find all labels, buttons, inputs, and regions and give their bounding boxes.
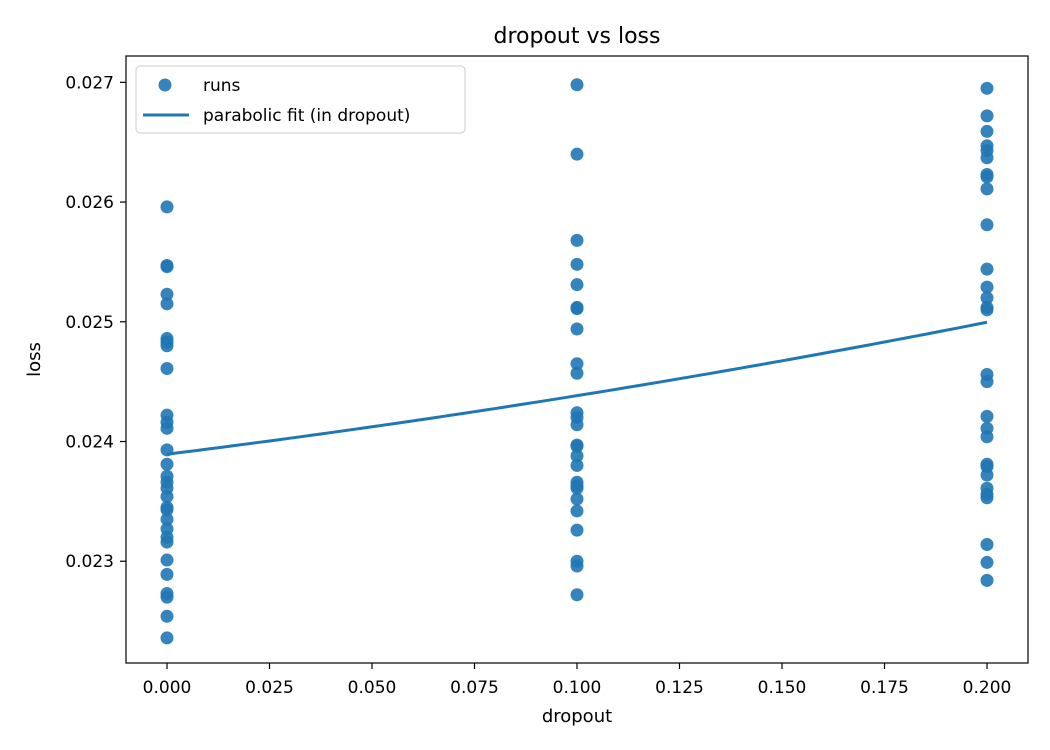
scatter-point xyxy=(160,590,174,604)
scatter-point xyxy=(160,361,174,375)
scatter-point xyxy=(570,366,584,380)
scatter-point xyxy=(570,147,584,161)
scatter-point xyxy=(980,537,994,551)
x-tick-label: 0.050 xyxy=(348,678,397,698)
scatter-point xyxy=(570,78,584,92)
y-tick-label: 0.026 xyxy=(65,193,114,213)
fit-line xyxy=(166,320,988,456)
y-tick-label: 0.025 xyxy=(65,313,114,333)
scatter-point xyxy=(160,260,174,274)
scatter-point xyxy=(160,567,174,581)
scatter-point xyxy=(160,490,174,504)
scatter-point xyxy=(160,457,174,471)
scatter-point xyxy=(160,443,174,457)
scatter-point xyxy=(570,257,584,271)
scatter-point xyxy=(980,218,994,232)
y-tick-label: 0.027 xyxy=(65,73,114,93)
scatter-point xyxy=(160,553,174,567)
x-tick-label: 0.100 xyxy=(553,678,602,698)
x-tick-label: 0.150 xyxy=(758,678,807,698)
scatter-point xyxy=(570,458,584,472)
legend: runs parabolic fit (in dropout) xyxy=(135,65,466,134)
legend-label-fit: parabolic fit (in dropout) xyxy=(203,106,410,126)
scatter-point xyxy=(980,151,994,165)
scatter-point xyxy=(980,109,994,123)
scatter-point xyxy=(980,170,994,184)
scatter-point xyxy=(570,357,584,371)
scatter-point xyxy=(160,609,174,623)
x-tick-label: 0.200 xyxy=(963,678,1012,698)
y-tick-label: 0.024 xyxy=(65,433,114,453)
scatter-point xyxy=(980,303,994,317)
scatter-point xyxy=(980,491,994,505)
scatter-point xyxy=(980,81,994,95)
legend-frame xyxy=(135,65,466,134)
scatter-point xyxy=(980,262,994,276)
scatter-point xyxy=(570,278,584,292)
scatter-point xyxy=(980,430,994,444)
scatter-point xyxy=(160,287,174,301)
fit-line-layer xyxy=(166,320,988,456)
scatter-point xyxy=(980,375,994,389)
y-axis-label: loss xyxy=(24,342,45,377)
scatter-point xyxy=(980,573,994,587)
x-tick-label: 0.125 xyxy=(655,678,704,698)
x-axis-label: dropout xyxy=(542,706,612,727)
scatter-point xyxy=(570,523,584,537)
scatter-point xyxy=(570,588,584,602)
scatter-point xyxy=(570,439,584,453)
scatter-point xyxy=(160,421,174,435)
scatter-point xyxy=(570,233,584,247)
x-tick-label: 0.175 xyxy=(860,678,909,698)
chart-title: dropout vs loss xyxy=(494,24,661,49)
scatter-point xyxy=(570,481,584,495)
scatter-point xyxy=(570,418,584,432)
scatter-points-layer xyxy=(160,78,994,645)
x-tick-label: 0.000 xyxy=(143,678,192,698)
scatter-point xyxy=(570,504,584,518)
scatter-point xyxy=(570,559,584,573)
scatter-point xyxy=(570,492,584,506)
x-axis: 0.000 0.025 0.050 0.075 0.100 0.125 0.150 0.175… xyxy=(143,663,1012,698)
scatter-point xyxy=(160,535,174,549)
y-tick-label: 0.023 xyxy=(65,552,114,572)
scatter-point xyxy=(980,280,994,294)
legend-label-runs: runs xyxy=(203,76,241,96)
x-tick-label: 0.025 xyxy=(245,678,294,698)
scatter-point xyxy=(980,182,994,196)
scatter-point xyxy=(980,555,994,569)
scatter-point xyxy=(570,302,584,316)
scatter-point xyxy=(980,291,994,305)
legend-marker-runs xyxy=(158,78,172,92)
plot-area xyxy=(125,55,1029,664)
scatter-point xyxy=(160,631,174,645)
scatter-point xyxy=(160,200,174,214)
scatter-point xyxy=(160,512,174,526)
scatter-point xyxy=(570,449,584,463)
scatter-point xyxy=(160,297,174,311)
scatter-point xyxy=(160,339,174,353)
scatter-point xyxy=(160,503,174,517)
scatter-point xyxy=(980,409,994,423)
scatter-point xyxy=(980,468,994,482)
scatter-point xyxy=(570,322,584,336)
y-axis: 0.023 0.024 0.025 0.026 0.027 xyxy=(65,73,126,572)
x-tick-label: 0.075 xyxy=(450,678,499,698)
scatter-point xyxy=(980,124,994,138)
